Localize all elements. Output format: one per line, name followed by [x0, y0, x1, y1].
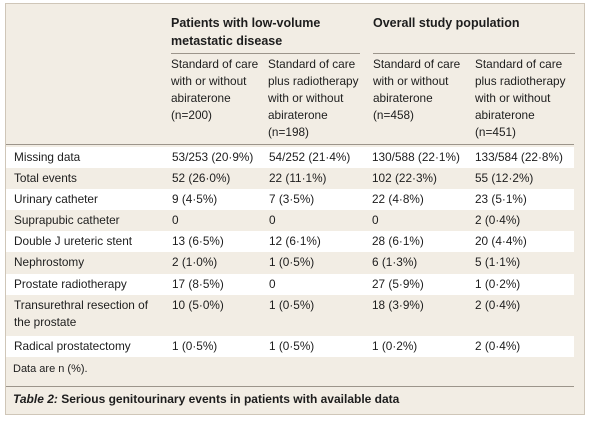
row-label: Nephrostomy [14, 255, 85, 269]
caption-text: Serious genitourinary events in patients… [61, 392, 400, 406]
row-label: Radical prostatectomy [14, 339, 131, 353]
row-label: Suprapubic catheter [14, 213, 120, 227]
cell-col-3: 6 (1·3%) [372, 255, 418, 269]
table-row: Total events 52 (26·0%) 22 (11·1%) 102 (22·… [6, 168, 574, 189]
cell-col-1: 1 (0·5%) [172, 339, 218, 353]
cell-col-3: 1 (0·2%) [372, 339, 418, 353]
row-label: Urinary catheter [14, 192, 98, 206]
footnote: Data are n (%). [13, 363, 88, 375]
cell-col-1: 0 [172, 213, 179, 227]
table-row: Transurethral resection of the prostate 1… [6, 295, 574, 333]
cell-col-1: 17 (8·5%) [172, 277, 224, 291]
cell-col-2: 1 (0·5%) [269, 339, 315, 353]
cell-col-2: 0 [269, 213, 276, 227]
group-divider-low-volume [171, 53, 360, 54]
column-header-4: Standard of care plus radiotherapy with … [475, 57, 566, 139]
column-header-2: Standard of care plus radiotherapy with … [268, 57, 359, 139]
table-caption: Table 2: Serious genitourinary events in… [13, 392, 399, 406]
cell-col-4: 55 (12·2%) [475, 171, 534, 185]
cell-col-2: 22 (11·1%) [269, 171, 327, 185]
cell-col-4: 5 (1·1%) [475, 255, 521, 269]
cell-col-4: 23 (5·1%) [475, 192, 527, 206]
caption-label: Table 2: [13, 392, 58, 406]
group-header-overall: Overall study population [373, 16, 520, 30]
cell-col-4: 1 (0·2%) [475, 277, 521, 291]
cell-col-4: 133/584 (22·8%) [475, 150, 563, 164]
column-header-1: Standard of care with or without abirate… [171, 57, 259, 122]
cell-col-1: 10 (5·0%) [172, 298, 224, 312]
cell-col-3: 0 [372, 213, 379, 227]
cell-col-1: 9 (4·5%) [172, 192, 218, 206]
cell-col-3: 27 (5·9%) [372, 277, 424, 291]
group-header-low-volume: Patients with low-volume metastatic dise… [171, 16, 321, 48]
cell-col-2: 7 (3·5%) [269, 192, 315, 206]
row-label: Missing data [14, 150, 81, 164]
group-divider-overall [373, 53, 575, 54]
cell-col-1: 52 (26·0%) [172, 171, 231, 185]
cell-col-2: 54/252 (21·4%) [269, 150, 351, 164]
column-header-3: Standard of care with or without abirate… [373, 57, 461, 122]
table-row: Prostate radiotherapy 17 (8·5%) 0 27 (5·9%)… [6, 274, 574, 295]
cell-col-2: 1 (0·5%) [269, 255, 315, 269]
cell-col-1: 53/253 (20·9%) [172, 150, 254, 164]
cell-col-3: 22 (4·8%) [372, 192, 424, 206]
cell-col-2: 0 [269, 277, 276, 291]
cell-col-3: 130/588 (22·1%) [372, 150, 460, 164]
cell-col-3: 18 (3·9%) [372, 298, 424, 312]
cell-col-4: 2 (0·4%) [475, 213, 521, 227]
cell-col-4: 2 (0·4%) [475, 339, 521, 353]
row-label: Total events [14, 171, 77, 185]
cell-col-3: 102 (22·3%) [372, 171, 437, 185]
cell-col-1: 13 (6·5%) [172, 234, 224, 248]
row-label: Transurethral resection of the prostate [14, 298, 148, 329]
header-divider [6, 144, 574, 145]
cell-col-1: 2 (1·0%) [172, 255, 218, 269]
table-row: Radical prostatectomy 1 (0·5%) 1 (0·5%) 1 (… [6, 336, 574, 357]
cell-col-4: 20 (4·4%) [475, 234, 527, 248]
cell-col-2: 12 (6·1%) [269, 234, 321, 248]
table-row: Missing data 53/253 (20·9%) 54/252 (21·4%)… [6, 147, 574, 168]
row-label: Prostate radiotherapy [14, 277, 127, 291]
table-row: Suprapubic catheter 0 0 0 2 (0·4%) [6, 210, 574, 231]
caption-divider [6, 386, 574, 387]
cell-col-2: 1 (0·5%) [269, 298, 315, 312]
table-row: Nephrostomy 2 (1·0%) 1 (0·5%) 6 (1·3%) 5 (1·… [6, 252, 574, 273]
table-row: Double J ureteric stent 13 (6·5%) 12 (6·1%… [6, 231, 574, 252]
table-row: Urinary catheter 9 (4·5%) 7 (3·5%) 22 (4·8%… [6, 189, 574, 210]
cell-col-3: 28 (6·1%) [372, 234, 424, 248]
cell-col-4: 2 (0·4%) [475, 298, 521, 312]
row-label: Double J ureteric stent [14, 234, 133, 248]
